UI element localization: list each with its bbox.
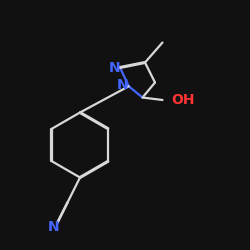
Text: N: N — [48, 220, 60, 234]
Text: N: N — [117, 78, 128, 92]
Text: OH: OH — [171, 93, 195, 107]
Text: N: N — [109, 60, 120, 74]
